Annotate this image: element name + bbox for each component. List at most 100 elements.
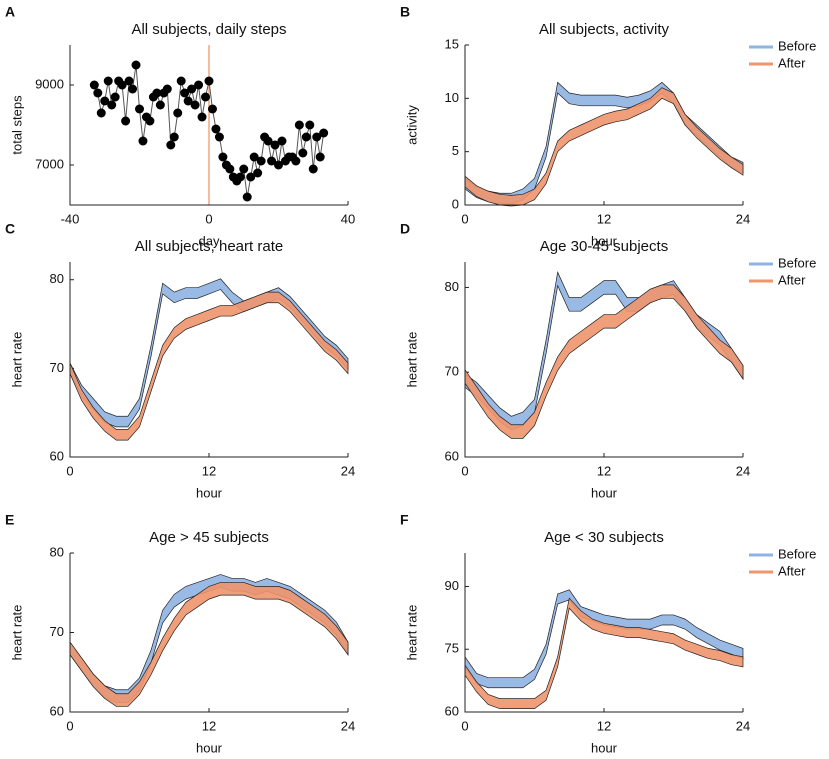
x-tick-label: 24 bbox=[341, 718, 355, 733]
y-tick-label: 80 bbox=[445, 279, 459, 294]
data-point bbox=[246, 172, 256, 182]
data-point bbox=[180, 88, 190, 98]
chart-title: All subjects, activity bbox=[539, 21, 670, 38]
legend-label: After bbox=[778, 272, 806, 287]
data-point bbox=[124, 76, 134, 86]
x-tick-label: 24 bbox=[341, 463, 355, 478]
error-band bbox=[464, 284, 744, 439]
error-band bbox=[69, 582, 349, 707]
x-axis-label: hour bbox=[591, 233, 618, 248]
x-tick-label: 12 bbox=[202, 463, 216, 478]
x-tick-label: -40 bbox=[61, 211, 80, 226]
y-tick-label: 60 bbox=[50, 703, 64, 718]
axis-frame bbox=[69, 553, 348, 713]
y-tick-label: 60 bbox=[445, 448, 459, 463]
y-tick-label: 10 bbox=[445, 90, 459, 105]
data-point bbox=[319, 128, 329, 138]
data-point bbox=[183, 96, 193, 106]
data-point bbox=[239, 164, 249, 174]
data-point bbox=[152, 88, 162, 98]
x-tick-label: 40 bbox=[341, 211, 355, 226]
legend-label: After bbox=[778, 563, 806, 578]
y-tick-label: 7000 bbox=[35, 156, 64, 171]
panel-letter: E bbox=[5, 512, 14, 528]
data-point bbox=[225, 164, 235, 174]
y-axis-label: total steps bbox=[9, 95, 24, 155]
x-tick-label: 24 bbox=[736, 718, 750, 733]
x-tick-label: 12 bbox=[597, 463, 611, 478]
legend-label: After bbox=[778, 55, 806, 70]
data-point bbox=[308, 164, 318, 174]
axis-frame bbox=[464, 45, 743, 206]
data-point bbox=[89, 80, 99, 90]
x-tick-label: 0 bbox=[461, 463, 468, 478]
data-point bbox=[211, 124, 221, 134]
y-tick-label: 5 bbox=[452, 143, 459, 158]
data-point bbox=[256, 156, 266, 166]
y-tick-label: 0 bbox=[452, 196, 459, 211]
data-point bbox=[166, 140, 176, 150]
y-tick-label: 75 bbox=[445, 641, 459, 656]
legend-label: Before bbox=[778, 546, 816, 561]
error-band bbox=[464, 597, 744, 710]
data-point bbox=[315, 152, 325, 162]
data-point bbox=[277, 136, 287, 146]
x-axis-label: hour bbox=[196, 740, 223, 755]
data-point bbox=[121, 116, 131, 126]
data-point bbox=[207, 104, 217, 114]
y-tick-label: 70 bbox=[50, 360, 64, 375]
data-point bbox=[100, 96, 110, 106]
chart-title: Age > 45 subjects bbox=[149, 529, 269, 546]
chart-title: Age < 30 subjects bbox=[544, 529, 664, 546]
data-point bbox=[173, 108, 183, 118]
y-tick-label: 70 bbox=[50, 624, 64, 639]
y-tick-label: 90 bbox=[445, 578, 459, 593]
data-point bbox=[270, 140, 280, 150]
data-point bbox=[117, 80, 127, 90]
data-point bbox=[242, 192, 252, 202]
data-point bbox=[201, 92, 211, 102]
legend-label: Before bbox=[778, 38, 816, 53]
error-band bbox=[464, 589, 744, 689]
x-tick-label: 24 bbox=[736, 211, 750, 226]
data-point bbox=[110, 92, 120, 102]
axis-frame bbox=[464, 553, 743, 713]
data-point bbox=[298, 148, 308, 158]
data-point bbox=[138, 136, 148, 146]
chart-title: All subjects, daily steps bbox=[131, 21, 286, 38]
y-tick-label: 80 bbox=[50, 544, 64, 559]
x-tick-label: 24 bbox=[736, 463, 750, 478]
data-point bbox=[249, 152, 259, 162]
chart-title: All subjects, heart rate bbox=[135, 238, 283, 255]
data-point bbox=[190, 100, 200, 110]
y-axis-label: heart rate bbox=[404, 332, 419, 388]
data-point bbox=[312, 132, 322, 142]
axis-frame bbox=[464, 262, 743, 458]
data-point bbox=[204, 76, 214, 86]
panel-letter: C bbox=[5, 221, 15, 237]
x-axis-label: day bbox=[199, 233, 220, 248]
data-point bbox=[169, 132, 179, 142]
panel-letter: A bbox=[5, 4, 15, 20]
data-point bbox=[96, 108, 106, 118]
data-point bbox=[93, 88, 103, 98]
y-axis-label: activity bbox=[404, 105, 419, 145]
x-tick-label: 0 bbox=[66, 718, 73, 733]
data-point bbox=[187, 84, 197, 94]
x-tick-label: 12 bbox=[202, 718, 216, 733]
data-point bbox=[145, 116, 155, 126]
x-tick-label: 0 bbox=[461, 211, 468, 226]
x-tick-label: 0 bbox=[66, 463, 73, 478]
data-point bbox=[291, 156, 301, 166]
x-tick-label: 0 bbox=[205, 211, 212, 226]
data-point bbox=[305, 120, 315, 130]
y-axis-label: heart rate bbox=[9, 605, 24, 661]
y-tick-label: 70 bbox=[445, 364, 459, 379]
data-point bbox=[218, 152, 228, 162]
y-tick-label: 9000 bbox=[35, 76, 64, 91]
data-point bbox=[263, 136, 273, 146]
y-tick-label: 80 bbox=[50, 271, 64, 286]
x-axis-label: hour bbox=[591, 485, 618, 500]
data-point bbox=[294, 120, 304, 130]
